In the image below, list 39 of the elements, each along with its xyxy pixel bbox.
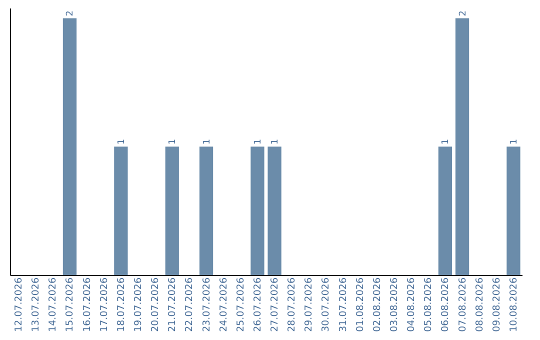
x-tick-label: 10.08.2026 bbox=[508, 278, 520, 332]
data-label: 2 bbox=[66, 10, 76, 16]
data-label: 1 bbox=[441, 138, 452, 145]
data-label: 1 bbox=[253, 138, 264, 145]
x-tick-label: 22.07.2026 bbox=[184, 278, 196, 332]
x-tick-label: 20.07.2026 bbox=[150, 278, 162, 332]
x-tick-label: 24.07.2026 bbox=[218, 278, 230, 332]
x-tick-label: 03.08.2026 bbox=[389, 278, 400, 332]
x-tick-label: 09.08.2026 bbox=[491, 278, 502, 332]
x-tick-label: 08.08.2026 bbox=[474, 278, 486, 332]
x-tick-label: 12.07.2026 bbox=[14, 278, 25, 332]
x-tick-label: 28.07.2026 bbox=[286, 278, 298, 332]
x-tick-label: 13.07.2026 bbox=[30, 278, 42, 332]
data-label: 1 bbox=[509, 138, 520, 145]
x-tick-label: 21.07.2026 bbox=[167, 278, 178, 332]
x-tick-label: 26.07.2026 bbox=[252, 278, 264, 332]
data-label: 1 bbox=[168, 138, 178, 145]
data-label: 1 bbox=[202, 138, 212, 145]
data-label: 2 bbox=[458, 10, 468, 16]
x-tick-label: 25.07.2026 bbox=[235, 278, 246, 332]
x-tick-label: 02.08.2026 bbox=[372, 278, 383, 332]
x-tick-label: 30.07.2026 bbox=[320, 278, 332, 332]
x-tick-label: 04.08.2026 bbox=[406, 278, 418, 332]
x-tick-label: 16.07.2026 bbox=[82, 278, 93, 332]
x-tick-label: 18.07.2026 bbox=[116, 278, 127, 332]
x-tick-label: 01.08.2026 bbox=[354, 278, 366, 332]
x-tick-label: 15.07.2026 bbox=[64, 278, 76, 332]
x-tick-label: 06.08.2026 bbox=[440, 278, 452, 332]
x-tick-label: 23.07.2026 bbox=[201, 278, 212, 332]
x-tick-label: 29.07.2026 bbox=[304, 278, 315, 332]
x-tick-label: 19.07.2026 bbox=[133, 278, 144, 332]
x-tick-label: 17.07.2026 bbox=[98, 278, 110, 332]
x-tick-label: 14.07.2026 bbox=[48, 278, 59, 332]
x-tick-label: 05.08.2026 bbox=[423, 278, 434, 332]
x-tick-label: 27.07.2026 bbox=[270, 278, 281, 332]
data-label: 1 bbox=[116, 138, 127, 145]
x-tick-label: 07.08.2026 bbox=[457, 278, 468, 332]
data-label: 1 bbox=[270, 138, 281, 145]
x-tick-label: 31.07.2026 bbox=[338, 278, 349, 332]
